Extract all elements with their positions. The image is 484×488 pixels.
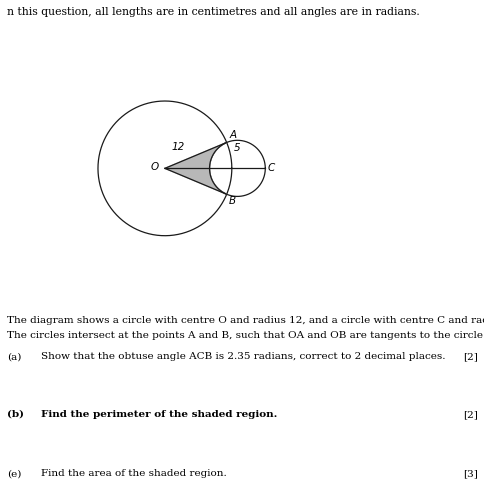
Text: (a): (a): [7, 352, 22, 361]
Text: B: B: [228, 196, 236, 206]
Text: 5: 5: [233, 143, 240, 153]
Text: (b): (b): [7, 410, 24, 419]
Text: C: C: [267, 163, 274, 173]
Text: 12: 12: [171, 142, 185, 152]
Text: [2]: [2]: [462, 352, 477, 361]
Text: O: O: [150, 163, 158, 172]
Text: [2]: [2]: [462, 410, 477, 419]
Text: [3]: [3]: [462, 469, 477, 478]
Text: n this question, all lengths are in centimetres and all angles are in radians.: n this question, all lengths are in cent…: [7, 7, 419, 17]
Polygon shape: [165, 142, 226, 194]
Text: Find the area of the shaded region.: Find the area of the shaded region.: [41, 469, 227, 478]
Text: Find the perimeter of the shaded region.: Find the perimeter of the shaded region.: [41, 410, 277, 419]
Text: The circles intersect at the points A and B, such that OA and OB are tangents to: The circles intersect at the points A an…: [7, 331, 484, 340]
Text: A: A: [228, 130, 236, 140]
Text: (e): (e): [7, 469, 22, 478]
Text: Show that the obtuse angle ACB is 2.35 radians, correct to 2 decimal places.: Show that the obtuse angle ACB is 2.35 r…: [41, 352, 445, 361]
Text: The diagram shows a circle with centre O and radius 12, and a circle with centre: The diagram shows a circle with centre O…: [7, 316, 484, 325]
